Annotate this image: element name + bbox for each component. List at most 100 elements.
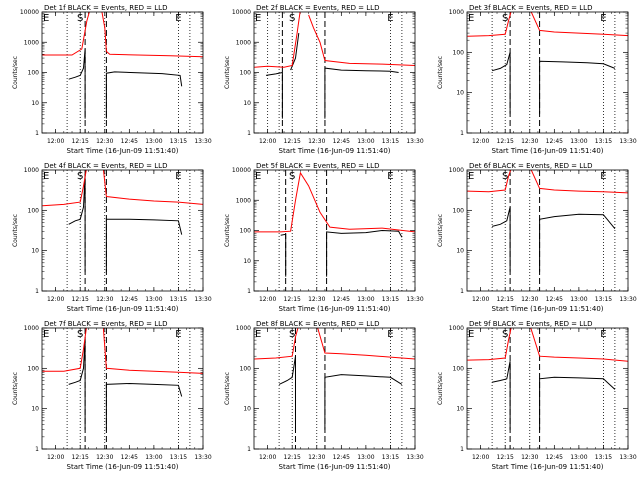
- x-axis-label: Start Time (16-Jun-09 11:51:40): [279, 147, 391, 155]
- series-lld-line: [102, 170, 203, 205]
- y-tick-label: 1000: [449, 325, 464, 332]
- time-marker-label: S: [77, 13, 83, 24]
- series-lld-line: [308, 14, 415, 66]
- x-tick-label: 13:00: [357, 296, 374, 303]
- x-tick-label: 13:30: [406, 138, 423, 145]
- panel-5: Det 5f BLACK = Events, RED = LLD Counts/s…: [224, 162, 424, 313]
- x-tick-label: 13:15: [382, 296, 399, 303]
- series-events-line: [280, 233, 287, 277]
- series-lld-line: [317, 328, 415, 360]
- time-marker-label: E: [255, 329, 261, 340]
- plot-area: [467, 170, 628, 272]
- x-tick-label: 13:30: [194, 296, 211, 303]
- x-tick-label: 12:15: [72, 138, 89, 145]
- panel-8: Det 8f BLACK = Events, RED = LLD Counts/s…: [224, 320, 424, 471]
- y-tick-label: 1: [460, 130, 464, 137]
- series-lld-line: [42, 170, 87, 207]
- plot-frame: [41, 327, 204, 450]
- time-marker-label: E: [600, 329, 606, 340]
- x-axis-label: Start Time (16-Jun-09 11:51:40): [67, 305, 179, 313]
- x-tick-label: 12:30: [521, 296, 538, 303]
- panel-6: Det 6f BLACK = Events, RED = LLD Counts/s…: [437, 162, 637, 313]
- series-lld-line: [530, 170, 628, 194]
- series-events-line: [539, 213, 616, 272]
- x-tick-label: 12:15: [72, 454, 89, 461]
- y-tick-label: 1: [460, 288, 464, 295]
- x-tick-label: 12:30: [308, 454, 325, 461]
- x-tick-label: 13:30: [619, 296, 636, 303]
- y-tick-label: 1000: [236, 325, 251, 332]
- plot-frame: [41, 169, 204, 292]
- x-tick-label: 12:45: [121, 454, 138, 461]
- series-lld-line: [530, 12, 628, 37]
- plot-area: [254, 171, 415, 277]
- time-marker-label: E: [387, 329, 393, 340]
- y-tick-label: 100: [28, 207, 40, 214]
- y-tick-label: 1000: [449, 9, 464, 16]
- time-marker-label: S: [77, 329, 83, 340]
- time-marker-label: E: [175, 329, 181, 340]
- y-axis-label: Counts/sec: [12, 214, 19, 247]
- x-tick-label: 12:45: [121, 138, 138, 145]
- x-tick-label: 12:45: [546, 454, 563, 461]
- series-lld-line: [254, 328, 299, 360]
- x-axis-label: Start Time (16-Jun-09 11:51:40): [279, 305, 391, 313]
- panel-7: Det 7f BLACK = Events, RED = LLD Counts/s…: [12, 320, 212, 471]
- series-lld-line: [467, 328, 512, 361]
- plot-area: [42, 170, 203, 272]
- series-lld-line: [467, 12, 512, 37]
- time-marker-label: S: [289, 329, 295, 340]
- y-tick-label: 10000: [232, 9, 251, 16]
- plot-area: [467, 12, 628, 114]
- panel-title: Det 1f BLACK = Events, RED = LLD: [44, 4, 167, 12]
- x-tick-label: 12:15: [497, 138, 514, 145]
- x-tick-label: 13:30: [619, 454, 636, 461]
- y-tick-label: 10: [31, 248, 39, 255]
- time-marker-label: E: [600, 13, 606, 24]
- y-tick-label: 10000: [232, 167, 251, 174]
- x-tick-label: 13:00: [145, 138, 162, 145]
- time-marker-label: E: [43, 13, 49, 24]
- x-tick-label: 13:15: [382, 454, 399, 461]
- y-tick-label: 1: [247, 446, 251, 453]
- time-marker-label: E: [175, 13, 181, 24]
- x-tick-label: 12:00: [472, 296, 489, 303]
- panel-2: Det 2f BLACK = Events, RED = LLD Counts/s…: [224, 4, 424, 155]
- plot-frame: [41, 11, 204, 134]
- x-tick-label: 12:15: [284, 296, 301, 303]
- time-marker-label: E: [468, 13, 474, 24]
- y-tick-label: 1: [247, 288, 251, 295]
- x-tick-label: 12:30: [96, 138, 113, 145]
- x-tick-label: 12:45: [333, 138, 350, 145]
- x-tick-label: 12:00: [47, 454, 64, 461]
- series-events-line: [539, 376, 616, 430]
- series-lld-line: [101, 12, 203, 58]
- y-tick-label: 10: [243, 258, 251, 265]
- y-tick-label: 100: [28, 70, 40, 77]
- series-events-line: [278, 356, 296, 430]
- series-events-line: [68, 173, 86, 272]
- x-tick-label: 12:30: [521, 138, 538, 145]
- y-tick-label: 100: [453, 207, 465, 214]
- series-lld-line: [42, 12, 90, 56]
- panel-title: Det 7f BLACK = Events, RED = LLD: [44, 320, 167, 328]
- x-axis-label: Start Time (16-Jun-09 11:51:40): [67, 463, 179, 471]
- plot-area: [42, 328, 203, 430]
- y-tick-label: 1000: [236, 39, 251, 46]
- y-axis-label: Counts/sec: [12, 56, 19, 89]
- series-events-line: [68, 336, 86, 430]
- series-events-line: [324, 374, 403, 430]
- series-events-line: [326, 229, 403, 277]
- series-lld-line: [254, 12, 301, 68]
- x-tick-label: 13:15: [595, 454, 612, 461]
- y-axis-label: Counts/sec: [224, 56, 231, 89]
- time-marker-label: S: [289, 171, 295, 182]
- panel-title: Det 3f BLACK = Events, RED = LLD: [469, 4, 592, 12]
- x-tick-label: 12:30: [308, 138, 325, 145]
- x-tick-label: 12:15: [284, 454, 301, 461]
- x-tick-label: 12:15: [284, 138, 301, 145]
- x-tick-label: 12:45: [546, 138, 563, 145]
- x-tick-label: 13:15: [382, 138, 399, 145]
- time-marker-label: S: [77, 171, 83, 182]
